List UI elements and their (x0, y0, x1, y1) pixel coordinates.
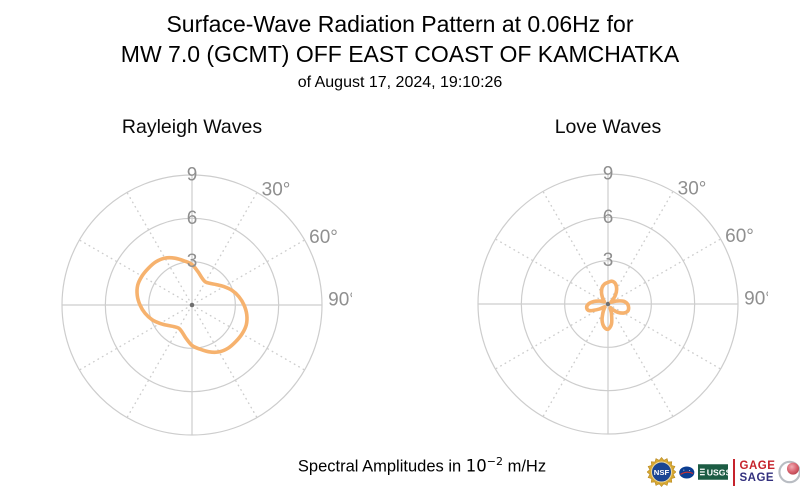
logo-divider-line (732, 458, 735, 486)
main-title-line1: Surface-Wave Radiation Pattern at 0.06Hz… (166, 11, 634, 37)
radial-tick-label: 3 (603, 250, 614, 271)
theta-tick-label: 90° (744, 289, 768, 310)
polar-dotted-spoke (126, 309, 190, 419)
caption-exponent: −2 (486, 455, 503, 468)
usgs-logo-icon: USGS (697, 464, 728, 480)
polar-plot-love: 3 6 9 30° 60° 90° (477, 164, 768, 435)
polar-dotted-spoke (196, 307, 306, 371)
gage-logo-text: GAGE (739, 460, 776, 472)
amplitude-units-caption: Spectral Amplitudes in 10−2 m/Hz (22, 455, 800, 477)
nasa-logo-icon (679, 465, 695, 479)
polar-dotted-spoke (194, 191, 258, 301)
main-title-line2: MW 7.0 (GCMT) OFF EAST COAST OF KAMCHATK… (120, 41, 680, 67)
polar-dotted-spoke (610, 190, 674, 300)
radial-tick-label: 6 (187, 208, 198, 229)
polar-dotted-spoke (542, 190, 606, 300)
radiation-pattern-curve (135, 255, 249, 355)
polar-dotted-spoke (494, 306, 604, 370)
nsf-globe (651, 461, 672, 483)
polar-dotted-spoke (78, 307, 188, 371)
polar-dotted-spoke (196, 239, 306, 303)
polar-dotted-spoke (494, 238, 604, 302)
radial-tick-label: 9 (603, 164, 614, 185)
polar-dotted-spoke (78, 239, 188, 303)
love-subplot-title: Love Waves (554, 116, 662, 138)
nsf-logo-icon: NSF (647, 457, 677, 487)
polar-plot-rayleigh: 3 6 9 30° 60° 90° (61, 165, 352, 436)
sponsor-logo-strip: NSF USGS GAGE SAGE (647, 454, 800, 490)
caption-text: Spectral Amplitudes in (297, 457, 466, 476)
theta-tick-label: 60° (725, 226, 754, 247)
polar-dotted-spoke (126, 191, 190, 301)
caption-base: 10 (465, 456, 487, 476)
caption-suffix: m/Hz (502, 457, 547, 476)
theta-tick-label: 30° (678, 179, 707, 200)
polar-dotted-spoke (610, 308, 674, 418)
gage-sage-logo: GAGE SAGE (740, 460, 776, 484)
radial-tick-label: 3 (187, 251, 198, 272)
polar-dotted-spoke (542, 308, 606, 418)
radial-tick-label: 6 (603, 207, 614, 228)
radiation-pattern-curve (584, 279, 631, 332)
polar-dotted-spoke (194, 309, 258, 419)
radial-tick-label: 9 (187, 165, 198, 186)
main-title-line3: of August 17, 2024, 19:10:26 (297, 74, 503, 91)
polar-dotted-spoke (612, 238, 722, 302)
usgs-logo-text: USGS (706, 467, 727, 477)
polar-center-dot (605, 301, 611, 307)
figure-header: Surface-Wave Radiation Pattern at 0.06Hz… (0, 9, 800, 92)
polar-center-dot (189, 302, 195, 308)
rayleigh-subplot-title: Rayleigh Waves (121, 116, 263, 138)
polar-dotted-spoke (612, 306, 722, 370)
theta-tick-label: 30° (262, 180, 291, 201)
theta-tick-label: 60° (309, 227, 338, 248)
sage-logo-text: SAGE (739, 472, 775, 484)
earthscope-globe-icon (778, 460, 800, 483)
nsf-logo-text: NSF (654, 468, 670, 477)
earthscope-logo: EarthScope Operated by Consortium (778, 459, 800, 486)
theta-tick-label: 90° (328, 290, 352, 311)
